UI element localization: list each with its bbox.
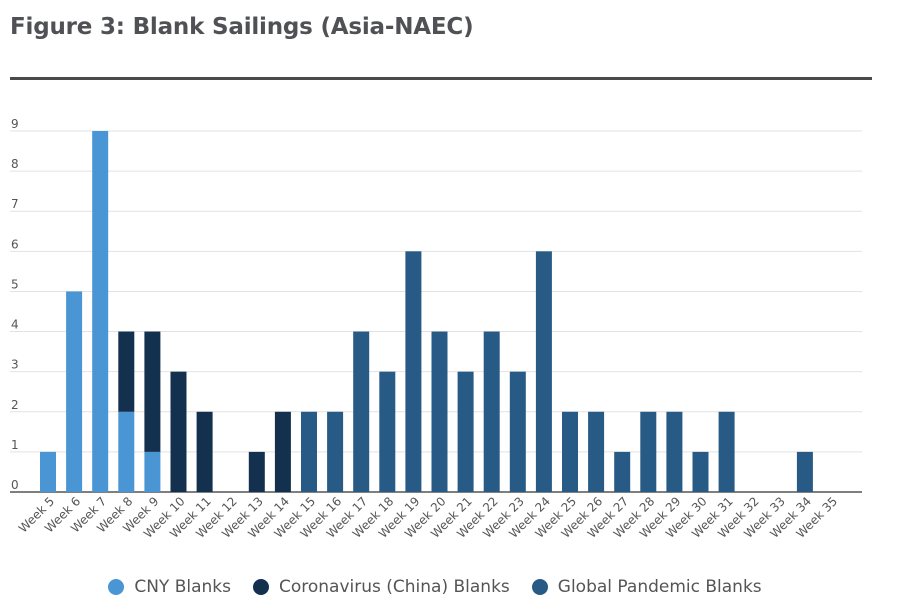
bar-week-20-series-2 <box>431 331 448 492</box>
legend-swatch-global-pandemic <box>531 579 548 595</box>
legend-label-cny: CNY Blanks <box>134 577 231 597</box>
y-tick-label: 2 <box>11 398 19 412</box>
bar-week-30-series-2 <box>692 451 709 492</box>
bar-week-34-series-2 <box>796 451 813 492</box>
bar-week-8-series-1 <box>118 331 135 412</box>
bar-week-14-series-1 <box>274 411 291 492</box>
bar-week-10-series-1 <box>170 371 187 492</box>
bar-week-26-series-2 <box>588 411 605 492</box>
bar-week-17-series-2 <box>353 331 370 492</box>
bar-week-6-series-0 <box>66 291 83 492</box>
bar-week-24-series-2 <box>535 251 552 492</box>
legend-item-coronavirus: Coronavirus (China) Blanks <box>252 577 510 597</box>
bar-week-23-series-2 <box>509 371 526 492</box>
y-tick-label: 9 <box>11 117 19 131</box>
bar-week-7-series-0 <box>92 131 109 492</box>
bar-week-21-series-2 <box>457 371 474 492</box>
y-tick-label: 1 <box>11 438 19 452</box>
bar-week-11-series-1 <box>196 411 213 492</box>
legend: CNY Blanks Coronavirus (China) Blanks Gl… <box>0 577 870 597</box>
y-tick-label: 6 <box>11 237 19 251</box>
bar-week-27-series-2 <box>614 451 631 492</box>
bar-week-9-series-0 <box>144 451 161 492</box>
bar-week-9-series-1 <box>144 331 161 452</box>
y-tick-labels: 0 1 2 3 4 5 6 7 8 9 <box>11 117 19 492</box>
y-tick-label: 8 <box>11 157 19 171</box>
legend-label-coronavirus: Coronavirus (China) Blanks <box>278 577 510 597</box>
y-tick-label: 4 <box>11 318 19 332</box>
legend-swatch-coronavirus <box>252 579 269 595</box>
legend-label-global-pandemic: Global Pandemic Blanks <box>557 577 762 597</box>
bar-week-31-series-2 <box>718 411 735 492</box>
y-tick-label: 3 <box>11 358 19 372</box>
bar-week-19-series-2 <box>405 251 422 492</box>
y-tick-label: 7 <box>11 197 19 211</box>
legend-item-cny: CNY Blanks <box>108 577 231 597</box>
bar-week-13-series-1 <box>248 451 265 492</box>
bar-week-16-series-2 <box>327 411 344 492</box>
bar-week-8-series-0 <box>118 411 135 492</box>
bar-week-15-series-2 <box>301 411 317 492</box>
y-tick-label: 0 <box>11 478 19 492</box>
figure-title: Figure 3: Blank Sailings (Asia-NAEC) <box>10 14 474 40</box>
y-tick-label: 5 <box>11 277 19 291</box>
bar-week-29-series-2 <box>666 411 683 492</box>
title-rule <box>10 77 872 80</box>
legend-item-global-pandemic: Global Pandemic Blanks <box>531 577 762 597</box>
bar-week-28-series-2 <box>640 411 657 492</box>
legend-swatch-cny <box>108 579 125 595</box>
bar-week-18-series-2 <box>379 371 396 492</box>
bar-week-25-series-2 <box>562 411 578 492</box>
bar-week-5-series-0 <box>40 451 56 492</box>
bars <box>40 131 813 492</box>
bar-week-22-series-2 <box>483 331 500 492</box>
